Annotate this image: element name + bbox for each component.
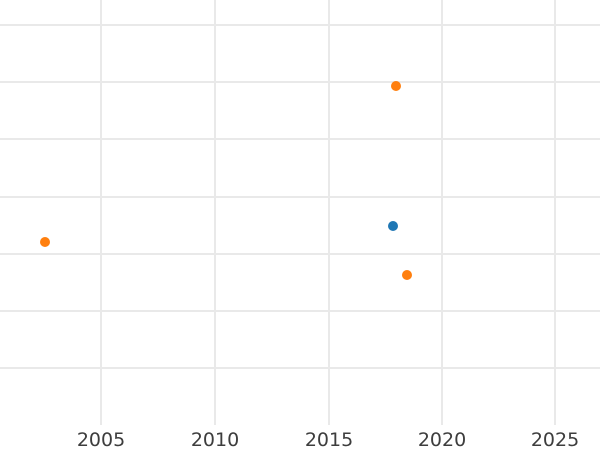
gridline-horizontal xyxy=(0,138,600,140)
gridline-horizontal xyxy=(0,367,600,369)
gridline-horizontal xyxy=(0,24,600,26)
x-tick-label: 2005 xyxy=(76,429,126,450)
gridline-horizontal xyxy=(0,196,600,198)
gridline-horizontal xyxy=(0,81,600,83)
x-tick-label: 2010 xyxy=(190,429,240,450)
x-tick-label: 2015 xyxy=(304,429,354,450)
x-tick-label: 2020 xyxy=(417,429,467,450)
gridline-vertical xyxy=(214,0,216,425)
scatter-point-blue xyxy=(388,221,398,231)
x-tick-label: 2025 xyxy=(530,429,580,450)
gridline-vertical xyxy=(328,0,330,425)
gridline-vertical xyxy=(441,0,443,425)
gridline-vertical xyxy=(100,0,102,425)
scatter-point-orange xyxy=(40,237,50,247)
gridline-vertical xyxy=(554,0,556,425)
scatter-point-orange xyxy=(402,270,412,280)
gridline-horizontal xyxy=(0,310,600,312)
scatter-point-orange xyxy=(391,81,401,91)
gridline-horizontal xyxy=(0,253,600,255)
